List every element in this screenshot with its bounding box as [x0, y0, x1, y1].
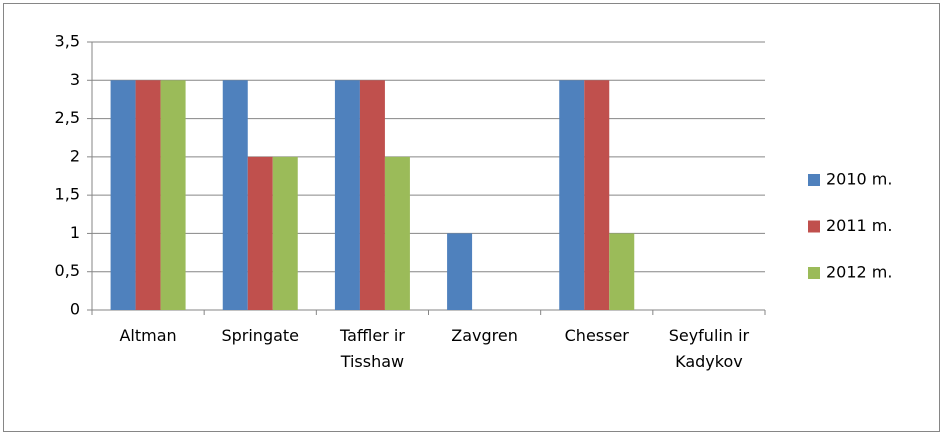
y-tick-label: 3 [70, 70, 80, 89]
legend-swatch [808, 174, 820, 186]
x-tick-label: Springate [221, 326, 300, 345]
y-tick-label: 3,5 [55, 32, 80, 51]
x-tick-label: Chesser [564, 326, 629, 345]
legend-swatch [808, 220, 820, 233]
x-tick-label: Altman [119, 326, 177, 345]
bar [334, 80, 360, 311]
x-tick-label: Seyfulin ir Kadykov [668, 326, 750, 371]
y-tick-label: 1 [70, 223, 80, 242]
bar [584, 80, 610, 311]
bar [135, 80, 161, 311]
bar [559, 80, 585, 311]
bar [247, 156, 273, 310]
y-tick-label: 1,5 [55, 185, 80, 204]
y-tick-label: 2,5 [55, 108, 80, 127]
y-tick-label: 2 [70, 146, 80, 165]
bar [222, 80, 248, 311]
bar [359, 80, 385, 311]
bar [160, 80, 186, 311]
y-tick-label: 0,5 [55, 261, 80, 280]
legend-swatch [808, 267, 820, 279]
legend-label: 2010 m. [826, 170, 892, 189]
x-tick-label: Taffler ir Tisshaw [339, 326, 405, 371]
bar [384, 156, 410, 310]
bar [447, 233, 473, 310]
bar [110, 80, 136, 311]
bar [272, 156, 298, 310]
x-tick-label: Zavgren [451, 326, 518, 345]
legend-label: 2011 m. [826, 216, 892, 235]
bar [609, 233, 635, 310]
y-tick-label: 0 [70, 300, 80, 319]
legend-label: 2012 m. [826, 263, 892, 282]
